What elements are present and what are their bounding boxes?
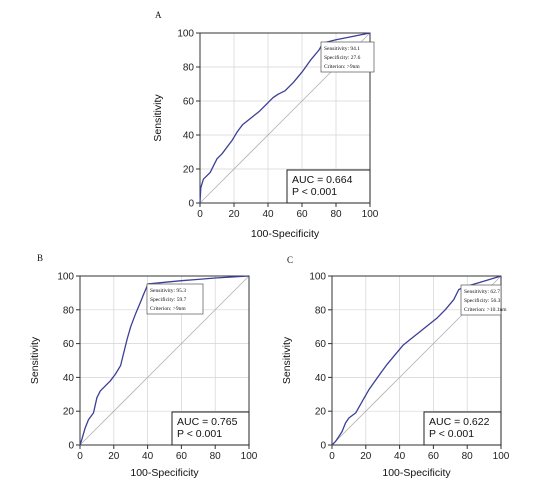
roc-curve	[199, 32, 371, 204]
criterion-frame	[320, 41, 375, 73]
y-axis-title: Sensitivity	[29, 336, 41, 384]
auc-value: AUC = 0.664	[292, 174, 353, 186]
panel-a: 0 20 40 60 80 100 0 20 40 60 80 100 100-Specificity S…	[152, 10, 379, 240]
criterion-line: Criterion: >10.1nm	[464, 307, 507, 313]
y-tick-label: 40	[183, 131, 195, 142]
y-tick-label: 0	[188, 199, 194, 210]
y-tick-label: 80	[315, 305, 327, 316]
auc-frame	[423, 411, 502, 446]
plot-frame	[331, 275, 502, 446]
criterion-line: Specificity: 27.6	[324, 54, 361, 61]
x-tick-label: 60	[176, 451, 188, 462]
panel-b: 0 20 40 60 80 100 0 20 40 60 80 100 100-Specificity S…	[29, 253, 258, 479]
x-tick-label: 100	[362, 209, 379, 220]
y-tick-label: 80	[183, 63, 195, 74]
plot-frame	[79, 275, 250, 446]
x-axis-title: 100-Specificity	[251, 228, 320, 240]
x-tick-label: 20	[108, 451, 120, 462]
criterion-line: Criterion: >9nm	[150, 306, 186, 312]
p-value: P < 0.001	[292, 186, 337, 198]
x-tick-label: 100	[493, 451, 510, 462]
p-value: P < 0.001	[177, 428, 222, 440]
x-tick-label: 40	[142, 451, 154, 462]
y-tick-label: 100	[57, 272, 74, 283]
criterion-line: Sensitivity: 95.3	[150, 288, 186, 294]
auc-value: AUC = 0.765	[177, 416, 238, 428]
panel-label: C	[287, 255, 293, 265]
x-tick-label: 0	[77, 451, 83, 462]
x-tick-label: 20	[360, 451, 372, 462]
y-tick-label: 20	[63, 407, 75, 418]
y-tick-label: 100	[309, 272, 326, 283]
x-tick-label: 80	[330, 209, 342, 220]
criterion-frame	[460, 284, 502, 316]
x-tick-label: 60	[428, 451, 440, 462]
x-tick-label: 80	[462, 451, 474, 462]
y-tick-label: 60	[63, 339, 75, 350]
x-tick-label: 0	[197, 209, 203, 220]
criterion-box: Sensitivity: 95.3 Specificity: 59.7 Criter…	[146, 283, 204, 315]
y-axis-title: Sensitivity	[152, 94, 164, 142]
roc-curve	[331, 275, 502, 446]
auc-frame	[171, 411, 250, 446]
auc-value: AUC = 0.622	[429, 416, 490, 428]
y-tick-label: 100	[177, 29, 194, 40]
y-tick-label: 0	[320, 441, 326, 452]
y-tick-label: 40	[63, 373, 75, 384]
x-axis-title: 100-Specificity	[382, 467, 451, 479]
auc-frame	[286, 169, 371, 204]
y-tick-label: 40	[315, 373, 327, 384]
roc-curve	[79, 275, 250, 446]
criterion-line: Specificity: 56.3	[464, 297, 501, 304]
criterion-frame	[146, 283, 204, 315]
p-value: P < 0.001	[429, 428, 474, 440]
criterion-line: Specificity: 59.7	[150, 296, 187, 303]
y-tick-label: 0	[68, 441, 74, 452]
reference-diagonal	[79, 275, 250, 446]
y-axis-title: Sensitivity	[281, 336, 293, 384]
y-tick-label: 60	[315, 339, 327, 350]
criterion-line: Sensitivity: 62.7	[464, 289, 500, 295]
x-tick-label: 100	[241, 451, 258, 462]
criterion-box: Sensitivity: 62.7 Specificity: 56.3 Criter…	[460, 284, 507, 316]
panel-label: B	[37, 253, 43, 263]
x-tick-label: 60	[296, 209, 308, 220]
x-tick-label: 20	[228, 209, 240, 220]
x-tick-label: 0	[329, 451, 335, 462]
y-tick-label: 80	[63, 305, 75, 316]
plot-frame	[199, 32, 371, 204]
x-tick-label: 40	[262, 209, 274, 220]
x-axis-title: 100-Specificity	[130, 467, 199, 479]
panel-label: A	[155, 10, 162, 20]
y-tick-label: 60	[183, 97, 195, 108]
criterion-line: Criterion: >9nm	[324, 64, 360, 70]
y-tick-label: 20	[183, 165, 195, 176]
y-tick-label: 20	[315, 407, 327, 418]
criterion-line: Sensitivity: 94.1	[324, 46, 360, 52]
criterion-box: Sensitivity: 94.1 Specificity: 27.6 Criter…	[320, 41, 375, 73]
x-tick-label: 80	[210, 451, 222, 462]
x-tick-label: 40	[394, 451, 406, 462]
panel-c: 0 20 40 60 80 100 0 20 40 60 80 100 100-Specificity S…	[281, 255, 510, 479]
